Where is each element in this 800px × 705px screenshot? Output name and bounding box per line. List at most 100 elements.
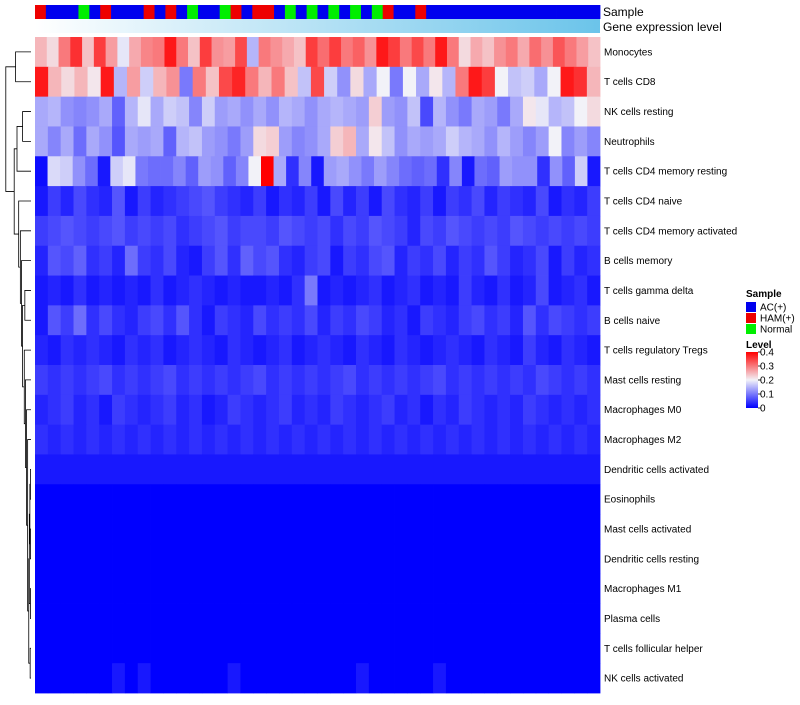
heatmap-cell [587,365,601,396]
heatmap-cell [407,514,421,545]
heatmap-cell [278,424,293,455]
heatmap-cell [510,603,524,634]
dendrogram-branch [22,111,31,142]
heatmap-cell [587,335,601,366]
heatmap-cell [48,66,62,98]
heatmap-cell [163,96,177,127]
heatmap-cell [317,305,331,336]
heatmap-cell [253,603,267,634]
sample-cell [491,5,503,19]
heatmap-cell [124,394,139,426]
heatmap-cell [535,484,550,515]
heatmap-cell [150,603,164,634]
row-label: Mast cells resting [604,375,681,386]
heatmap-cell [561,394,575,426]
heatmap-cell [189,394,203,426]
heatmap-cell [124,424,139,455]
heatmap-cell [253,365,267,396]
heatmap-cell [374,156,387,187]
heatmap-cell [227,543,241,575]
heatmap-cell [574,305,588,336]
heatmap-cell [587,186,601,217]
sample-cell [458,5,471,19]
heatmap-cell [445,275,460,306]
heatmap-cell [214,514,229,545]
heatmap-cell [587,275,601,306]
heatmap-cell [535,603,550,634]
row-label: T cells CD4 naive [604,197,683,208]
heatmap-cell [240,514,254,545]
heatmap-cell [189,603,203,634]
heatmap-cell [407,245,421,276]
heatmap-cell [298,156,312,187]
heatmap-cell [420,633,434,664]
heatmap-cell [189,275,203,306]
heatmap-cell [522,186,537,217]
heatmap-cell [399,156,413,187]
heatmap-cell [343,424,357,455]
heatmap-cell [484,663,498,694]
dendrogram-branch [30,588,31,619]
heatmap-cell [60,126,74,157]
heatmap-cell [235,37,248,68]
heatmap-cell [150,573,164,604]
heatmap-cell [227,573,241,604]
heatmap-cell [445,245,460,276]
heatmap-cell [173,156,187,187]
heatmap-cell [60,543,74,575]
heatmap-cell [253,96,267,127]
heatmap-cell [368,186,383,217]
heatmap-cell [588,37,601,68]
heatmap-cell [497,186,511,217]
heatmap-cell [47,245,62,276]
heatmap-cell [74,66,88,98]
heatmap-cell [240,126,254,157]
heatmap-cell [291,454,306,485]
heatmap-cell [253,394,267,426]
heatmap-cell [381,663,395,694]
heatmap-cell [73,126,87,157]
heatmap-cell [330,186,344,217]
heatmap-cell [484,96,498,127]
heatmap-cell [317,96,331,127]
dendrogram-branch [5,66,16,192]
heatmap-cell [381,245,395,276]
heatmap-cell [35,365,49,396]
dendrogram-branch [19,230,31,304]
heatmap-cell [368,275,383,306]
heatmap-cell [240,186,254,217]
heatmap-cell [201,394,216,426]
heatmap-cell [240,335,254,366]
heatmap-cell [291,365,306,396]
heatmap-cell [548,365,562,396]
heatmap-cell [497,543,511,575]
heatmap-cell [484,543,498,575]
heatmap-cell [394,633,408,664]
heatmap-cell [253,275,267,306]
row-label: Neutrophils [604,137,655,148]
heatmap-cell [214,603,229,634]
heatmap-cell [163,365,177,396]
heatmap-cell [73,245,87,276]
heatmap-cell [137,365,151,396]
heatmap-cell [282,37,295,68]
heatmap-cell [394,424,408,455]
heatmap-cell [253,514,267,545]
dendrogram-branch [29,647,31,679]
heatmap-cell [163,663,177,694]
level-colorbar [746,352,758,408]
heatmap-cell [201,543,216,575]
heatmap-cell [574,394,588,426]
heatmap-cell [140,66,154,98]
heatmap-cell [394,335,408,366]
heatmap-cell [343,126,357,157]
heatmap-cell [137,573,151,604]
heatmap-cell [522,663,537,694]
heatmap-cell [497,424,511,455]
heatmap-cell [163,186,177,217]
heatmap-cell [201,215,216,247]
heatmap-cell [73,663,87,694]
heatmap-cell [266,335,280,366]
heatmap-cell [381,484,395,515]
heatmap-cell [376,66,391,98]
